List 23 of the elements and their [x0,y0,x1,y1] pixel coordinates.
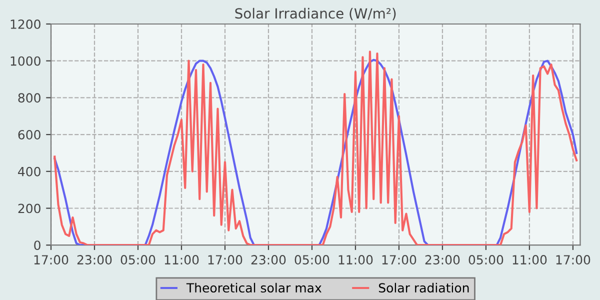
chart-title: Solar Irradiance (W/m²) [235,8,396,20]
legend-label: Theoretical solar max [186,282,322,293]
x-tick-label: 17:00 [34,255,68,264]
x-tick-label: 17:00 [208,255,242,264]
x-tick-label: 11:00 [164,255,199,264]
y-tick-label: 1000 [10,56,40,66]
x-tick-label: 17:00 [556,255,590,264]
x-tick-label: 23:00 [251,255,286,264]
x-tick-label: 05:00 [294,255,330,264]
x-tick-label: 23:00 [425,255,460,264]
x-tick-label: 17:00 [382,255,416,264]
x-tick-label: 11:00 [338,255,373,264]
x-tick-label: 05:00 [120,255,156,264]
y-tick-label: 0 [34,240,40,250]
y-tick-label: 1200 [10,19,40,29]
y-tick-label: 200 [18,204,40,214]
y-tick-label: 400 [18,166,40,176]
y-tick-label: 800 [18,93,40,103]
legend-label: Solar radiation [378,282,469,293]
y-tick-label: 600 [18,130,40,140]
x-tick-label: 11:00 [512,255,547,264]
x-tick-label: 23:00 [77,255,112,264]
x-tick-label: 05:00 [468,255,504,264]
